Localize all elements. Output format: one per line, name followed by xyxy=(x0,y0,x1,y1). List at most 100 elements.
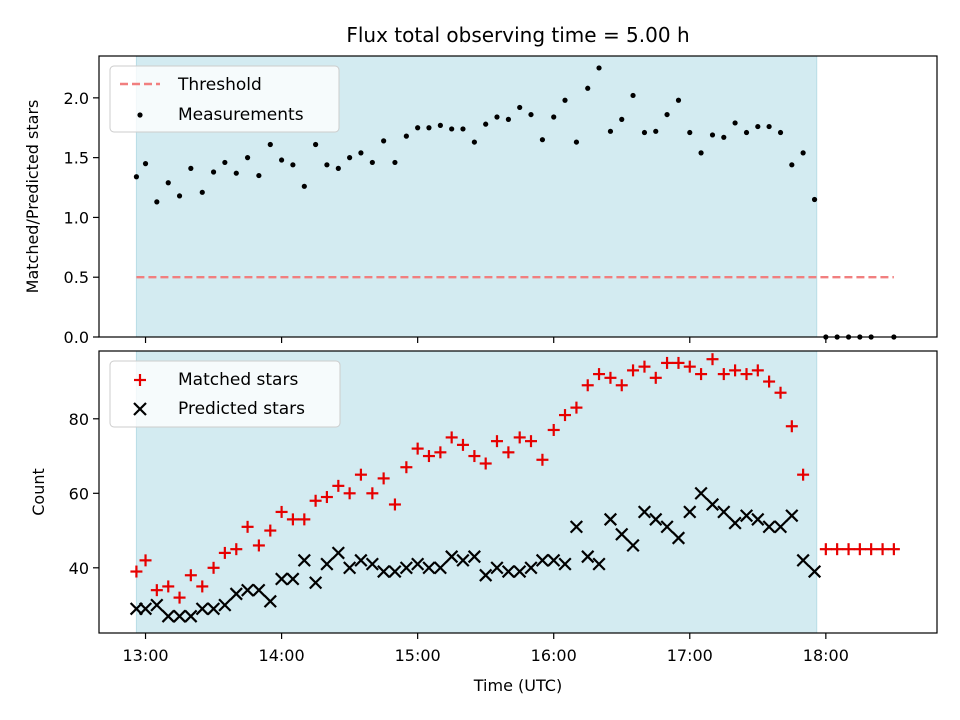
measurement-point xyxy=(653,128,659,134)
matched-star-point xyxy=(559,409,572,422)
predicted-star-point xyxy=(343,561,357,575)
matched-star-point xyxy=(785,420,798,433)
predicted-star-point xyxy=(206,602,221,616)
matched-star-point xyxy=(434,446,447,459)
measurement-point xyxy=(630,92,636,99)
measurement-point xyxy=(335,165,341,171)
matched-star-point xyxy=(729,364,742,377)
predicted-star-point xyxy=(195,602,209,616)
predicted-star-point xyxy=(184,609,198,623)
x-axis-label: Time (UTC) xyxy=(473,676,562,695)
measurement-point xyxy=(777,129,784,136)
matched-star-point xyxy=(196,580,209,593)
measurement-point xyxy=(324,162,330,168)
matched-star-point xyxy=(581,379,594,392)
bottom-y-tick-label: 40 xyxy=(69,559,89,578)
measurement-point xyxy=(460,126,466,132)
predicted-star-point xyxy=(354,553,368,567)
measurement-point xyxy=(517,104,523,111)
matched-star-point xyxy=(332,479,345,492)
predicted-star-point xyxy=(479,568,493,582)
measurement-point xyxy=(267,141,273,148)
predicted-star-point xyxy=(161,609,175,623)
x-tick-label: 15:00 xyxy=(395,646,441,665)
measurement-point xyxy=(675,97,682,103)
matched-star-point xyxy=(683,360,696,373)
measurement-point xyxy=(755,123,761,130)
measurement-point xyxy=(358,150,364,156)
measurement-point xyxy=(449,126,455,132)
matched-star-point xyxy=(627,364,640,377)
chart-title: Flux total observing time = 5.00 h xyxy=(346,23,689,47)
measurement-point xyxy=(347,155,353,161)
predicted-star-point xyxy=(229,587,243,601)
legend-predicted-label: Predicted stars xyxy=(178,399,305,419)
predicted-star-point xyxy=(717,505,731,519)
predicted-star-point xyxy=(399,561,413,575)
measurement-point xyxy=(313,141,319,148)
x-tick-label: 13:00 xyxy=(122,646,168,665)
measurement-point xyxy=(176,193,183,199)
measurement-point xyxy=(392,159,398,166)
x-tick-label: 16:00 xyxy=(531,646,577,665)
measurement-point xyxy=(573,139,580,145)
matched-star-point xyxy=(706,353,719,366)
predicted-star-point xyxy=(694,486,708,500)
measurement-point xyxy=(607,128,614,134)
predicted-star-point xyxy=(603,512,618,526)
measurement-point xyxy=(539,137,546,143)
predicted-star-point xyxy=(456,553,470,567)
matched-star-point xyxy=(343,487,356,500)
predicted-star-point xyxy=(581,550,595,564)
matched-star-point xyxy=(241,520,254,533)
measurement-point xyxy=(142,161,149,167)
matched-star-point xyxy=(173,591,186,604)
predicted-star-point xyxy=(807,564,822,579)
predicted-star-point xyxy=(751,512,765,526)
measurement-point xyxy=(619,116,625,122)
matched-star-point xyxy=(468,450,481,463)
matched-star-point xyxy=(717,368,730,381)
predicted-star-point xyxy=(150,598,164,612)
predicted-star-point xyxy=(547,553,561,567)
measurement-point xyxy=(698,150,704,156)
measurement-point xyxy=(437,122,443,128)
matched-star-point xyxy=(252,539,265,552)
matched-star-point xyxy=(354,468,367,481)
predicted-star-point xyxy=(275,572,289,586)
legend-measurements-swatch xyxy=(137,112,143,118)
measurement-point xyxy=(800,150,806,156)
matched-star-point xyxy=(831,543,844,556)
matched-star-point xyxy=(230,543,243,556)
predicted-star-point xyxy=(263,594,277,608)
matched-star-point xyxy=(524,435,537,448)
matched-star-point xyxy=(876,543,889,556)
predicted-star-point xyxy=(739,509,754,523)
bottom-y-tick-label: 80 xyxy=(69,410,89,429)
measurement-point xyxy=(743,129,750,136)
matched-star-point xyxy=(377,472,390,485)
measurement-point xyxy=(188,165,194,171)
top-legend-box xyxy=(109,65,340,133)
bottom-y-tick-label: 60 xyxy=(69,484,89,503)
measurement-point xyxy=(210,169,217,175)
matched-star-point xyxy=(366,487,379,500)
matched-star-point xyxy=(502,446,515,459)
matched-star-point xyxy=(130,565,143,578)
predicted-star-point xyxy=(615,527,629,541)
matched-star-point xyxy=(740,368,753,381)
matched-star-point xyxy=(218,546,231,559)
predicted-star-point xyxy=(252,583,266,597)
predicted-star-point xyxy=(490,561,504,575)
matched-star-point xyxy=(456,438,469,451)
matched-star-point xyxy=(649,371,662,384)
legend-matched-label: Matched stars xyxy=(178,370,298,390)
measurement-point xyxy=(551,114,557,120)
measurement-point xyxy=(233,170,239,176)
matched-star-point xyxy=(422,450,435,463)
predicted-star-point xyxy=(649,512,663,526)
measurement-point xyxy=(562,97,568,103)
legend-predicted-swatch xyxy=(133,402,147,416)
predicted-star-point xyxy=(286,572,300,586)
